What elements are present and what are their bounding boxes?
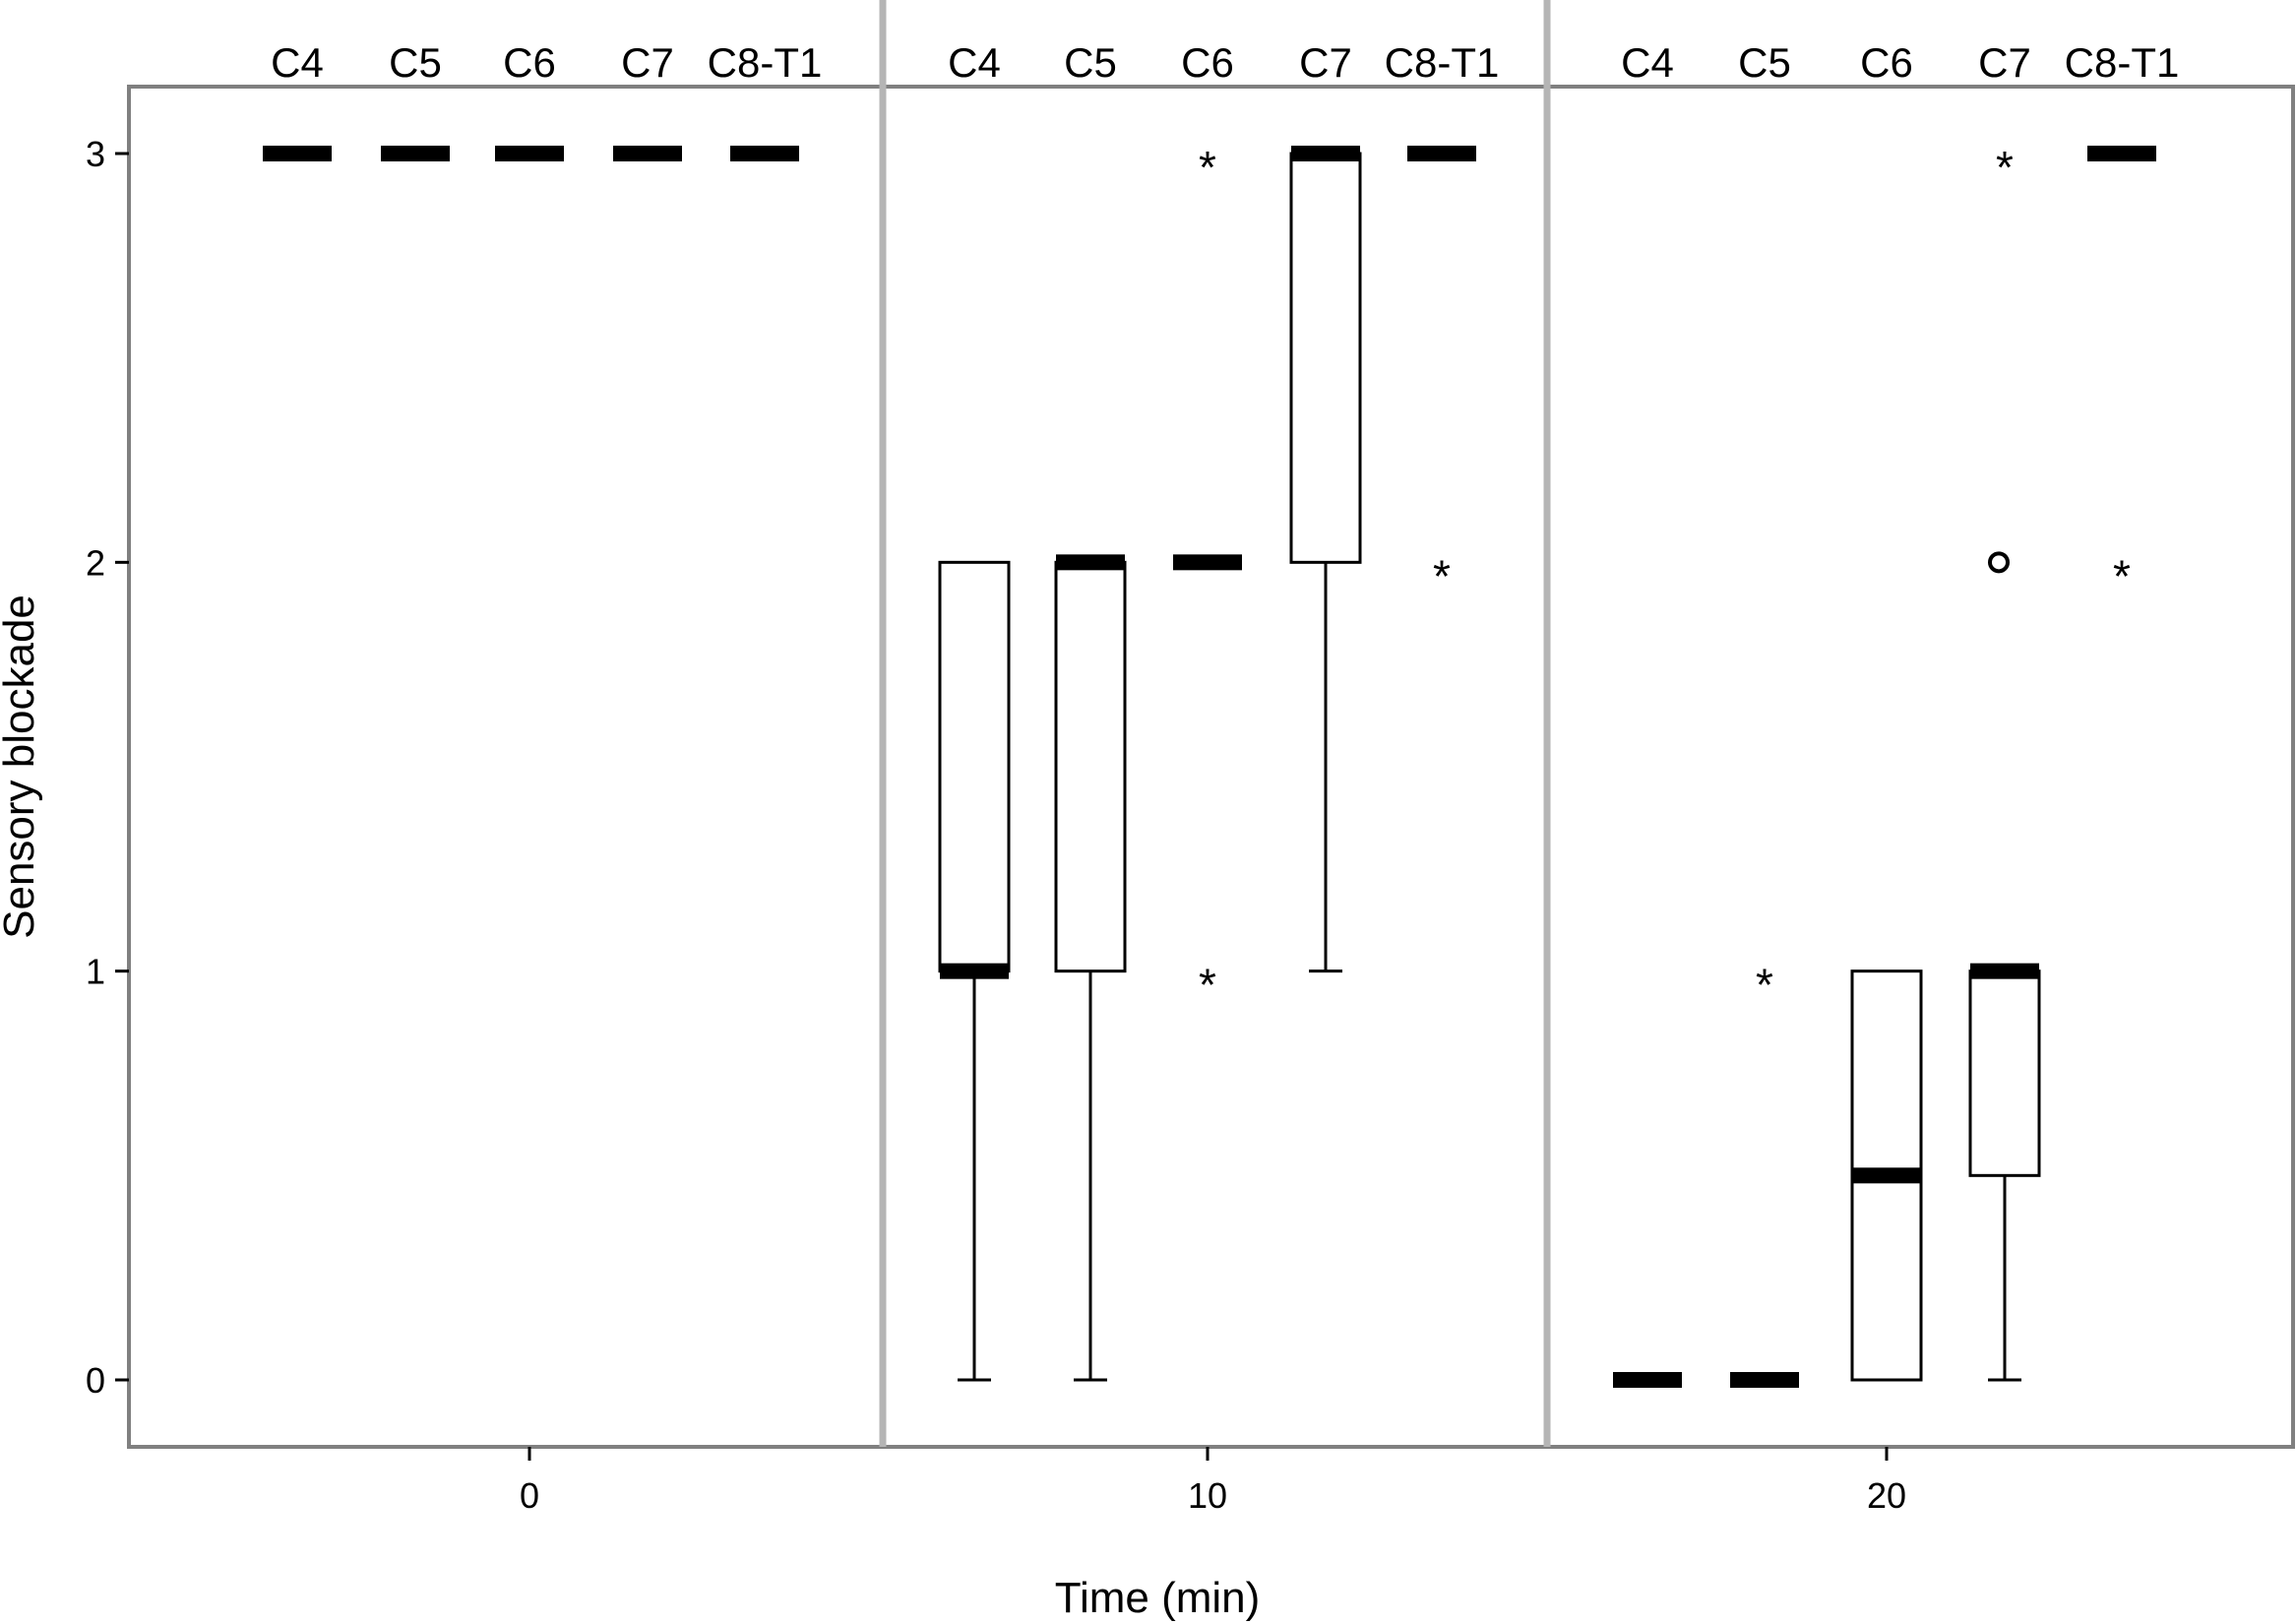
box-0-C7 <box>613 146 682 161</box>
median-line <box>263 146 332 161</box>
median-line <box>1056 554 1125 571</box>
box-iqr <box>1054 560 1127 973</box>
median-line <box>2087 146 2156 161</box>
x-axis: 0 10 20 <box>520 1447 1906 1516</box>
category-label: C7 <box>1978 39 2031 86</box>
box-20-C7: * <box>1968 142 2041 1382</box>
category-label: C8-T1 <box>2065 39 2180 86</box>
median-line <box>613 146 682 161</box>
category-label: C6 <box>1860 39 1913 86</box>
median-line <box>1407 146 1476 161</box>
outlier-point <box>1988 551 2010 574</box>
box-20-C6 <box>1850 969 1923 1382</box>
y-tick-label: 0 <box>86 1360 105 1401</box>
box-20-C4 <box>1613 1372 1682 1388</box>
extreme-point: * <box>1199 142 1216 193</box>
y-tick-label: 3 <box>86 134 105 174</box>
x-tick-label: 20 <box>1867 1475 1906 1516</box>
median-line <box>1613 1372 1682 1388</box>
extreme-point: * <box>1433 550 1451 601</box>
category-label: C4 <box>1621 39 1674 86</box>
category-label: C7 <box>1299 39 1352 86</box>
y-axis-title: Sensory blockade <box>0 594 43 939</box>
category-label: C6 <box>1181 39 1234 86</box>
median-line <box>1173 554 1242 571</box>
x-tick-label: 0 <box>520 1475 539 1516</box>
box-0-C6 <box>495 146 564 161</box>
extreme-point: * <box>2113 550 2131 601</box>
category-label: C5 <box>389 39 442 86</box>
category-labels: C4 C5 C6 C7 C8-T1 C4 C5 C6 C7 C8-T1 C4 C5 C6 C7 C8-T1 <box>271 39 2179 86</box>
box-10-C5 <box>1054 554 1127 1382</box>
boxes: ****** <box>263 142 2156 1388</box>
category-label: C4 <box>948 39 1001 86</box>
x-tick-label: 10 <box>1188 1475 1227 1516</box>
category-label: C4 <box>271 39 324 86</box>
median-line <box>730 146 799 161</box>
category-label: C5 <box>1738 39 1791 86</box>
box-10-C8-T1: * <box>1407 146 1476 601</box>
y-tick-label: 1 <box>86 952 105 992</box>
box-10-C6: ** <box>1173 142 1242 1011</box>
category-label: C5 <box>1064 39 1117 86</box>
box-20-C8-T1: * <box>2087 146 2156 601</box>
category-label: C8-T1 <box>1385 39 1500 86</box>
median-line <box>381 146 450 161</box>
x-axis-title: Time (min) <box>1055 1574 1261 1622</box>
group-dividers <box>879 0 1551 1447</box>
median-line <box>940 963 1009 979</box>
y-axis: 0 1 2 3 <box>86 134 129 1401</box>
box-iqr <box>1968 969 2041 1177</box>
y-tick-label: 2 <box>86 542 105 583</box>
median-line <box>1730 1372 1799 1388</box>
plot-frame <box>127 85 2295 1449</box>
box-0-C4 <box>263 146 332 161</box>
median-line <box>1291 146 1360 161</box>
extreme-point: * <box>1996 142 2014 193</box>
box-iqr <box>938 560 1011 973</box>
box-iqr <box>1289 152 1362 564</box>
box-10-C7 <box>1289 146 1362 973</box>
extreme-point: * <box>1199 960 1216 1011</box>
box-10-C4 <box>938 560 1011 1382</box>
box-0-C8-T1 <box>730 146 799 161</box>
median-line <box>1852 1167 1921 1184</box>
median-line <box>495 146 564 161</box>
median-line <box>1970 963 2039 979</box>
category-label: C8-T1 <box>708 39 823 86</box>
box-20-C5: * <box>1730 960 1799 1388</box>
category-label: C7 <box>621 39 674 86</box>
box-0-C5 <box>381 146 450 161</box>
extreme-point: * <box>1756 960 1773 1011</box>
category-label: C6 <box>503 39 556 86</box>
